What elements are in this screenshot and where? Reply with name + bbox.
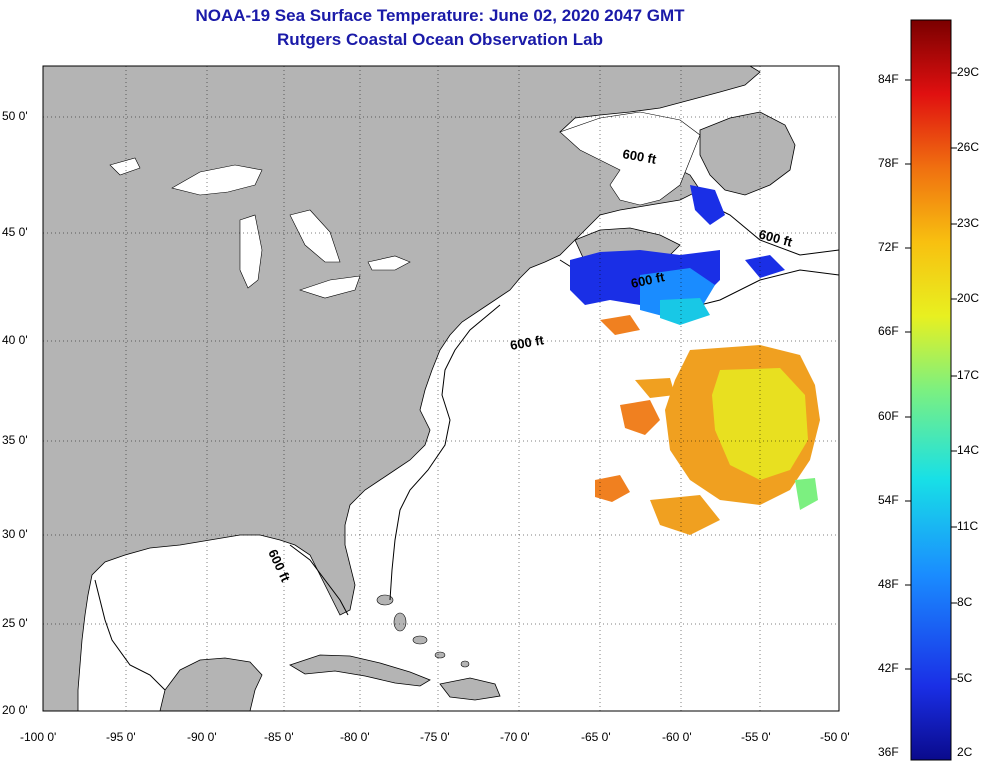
lon-label: -65 0' — [581, 730, 611, 744]
colorbar-c-label: 20C — [957, 291, 980, 305]
land-bahamas — [376, 594, 470, 668]
land-newfoundland — [699, 111, 796, 196]
contour-label: 600 ft — [621, 146, 658, 167]
colorbar-f-label: 78F — [878, 156, 899, 170]
contour-label: 600 ft — [630, 269, 667, 291]
sst-cold-patch — [570, 185, 785, 325]
colorbar-c-label: 5C — [957, 671, 973, 685]
colorbar — [910, 19, 952, 761]
colorbar-c-label: 2C — [957, 745, 973, 759]
gulf-st-lawrence — [559, 111, 701, 206]
great-lakes — [109, 157, 411, 299]
colorbar-c-label: 26C — [957, 140, 980, 154]
colorbar-f-label: 54F — [878, 493, 899, 507]
colorbar-ticks — [905, 72, 957, 680]
colorbar-f-label: 60F — [878, 409, 899, 423]
lon-label: -60 0' — [662, 730, 692, 744]
lat-label: 50 0' — [2, 109, 28, 123]
map-subtitle: Rutgers Coastal Ocean Observation Lab — [277, 30, 603, 49]
lat-label: 30 0' — [2, 527, 28, 541]
lat-label: 35 0' — [2, 433, 28, 447]
lon-label: -70 0' — [500, 730, 530, 744]
lon-label: -100 0' — [20, 730, 57, 744]
colorbar-c-label: 23C — [957, 216, 980, 230]
colorbar-c-label: 11C — [957, 519, 979, 533]
lon-label: -95 0' — [106, 730, 136, 744]
lon-label: -80 0' — [340, 730, 370, 744]
lat-label: 45 0' — [2, 225, 28, 239]
colorbar-f-label: 42F — [878, 661, 899, 675]
lon-label: -50 0' — [820, 730, 850, 744]
lon-label: -55 0' — [741, 730, 771, 744]
lon-label: -90 0' — [187, 730, 217, 744]
graticule — [43, 66, 839, 711]
lon-label: -85 0' — [264, 730, 294, 744]
colorbar-f-label: 66F — [878, 324, 899, 338]
colorbar-f-label: 84F — [878, 72, 899, 86]
colorbar-c-label: 17C — [957, 368, 980, 382]
lat-label: 40 0' — [2, 333, 28, 347]
colorbar-f-label: 48F — [878, 577, 899, 591]
land-yucatan — [159, 657, 263, 711]
colorbar-c-label: 8C — [957, 595, 973, 609]
lat-label: 25 0' — [2, 616, 28, 630]
land-hispaniola — [439, 677, 501, 701]
colorbar-f-label: 72F — [878, 240, 899, 254]
map-title: NOAA-19 Sea Surface Temperature: June 02… — [195, 6, 685, 25]
lon-label: -75 0' — [420, 730, 450, 744]
contour-label: 600 ft — [509, 332, 546, 353]
lat-label: 20 0' — [2, 703, 28, 717]
sst-warm-patches — [595, 315, 820, 535]
colorbar-f-label: 36F — [878, 745, 899, 759]
colorbar-c-label: 29C — [957, 65, 980, 79]
colorbar-c-label: 14C — [957, 443, 980, 457]
